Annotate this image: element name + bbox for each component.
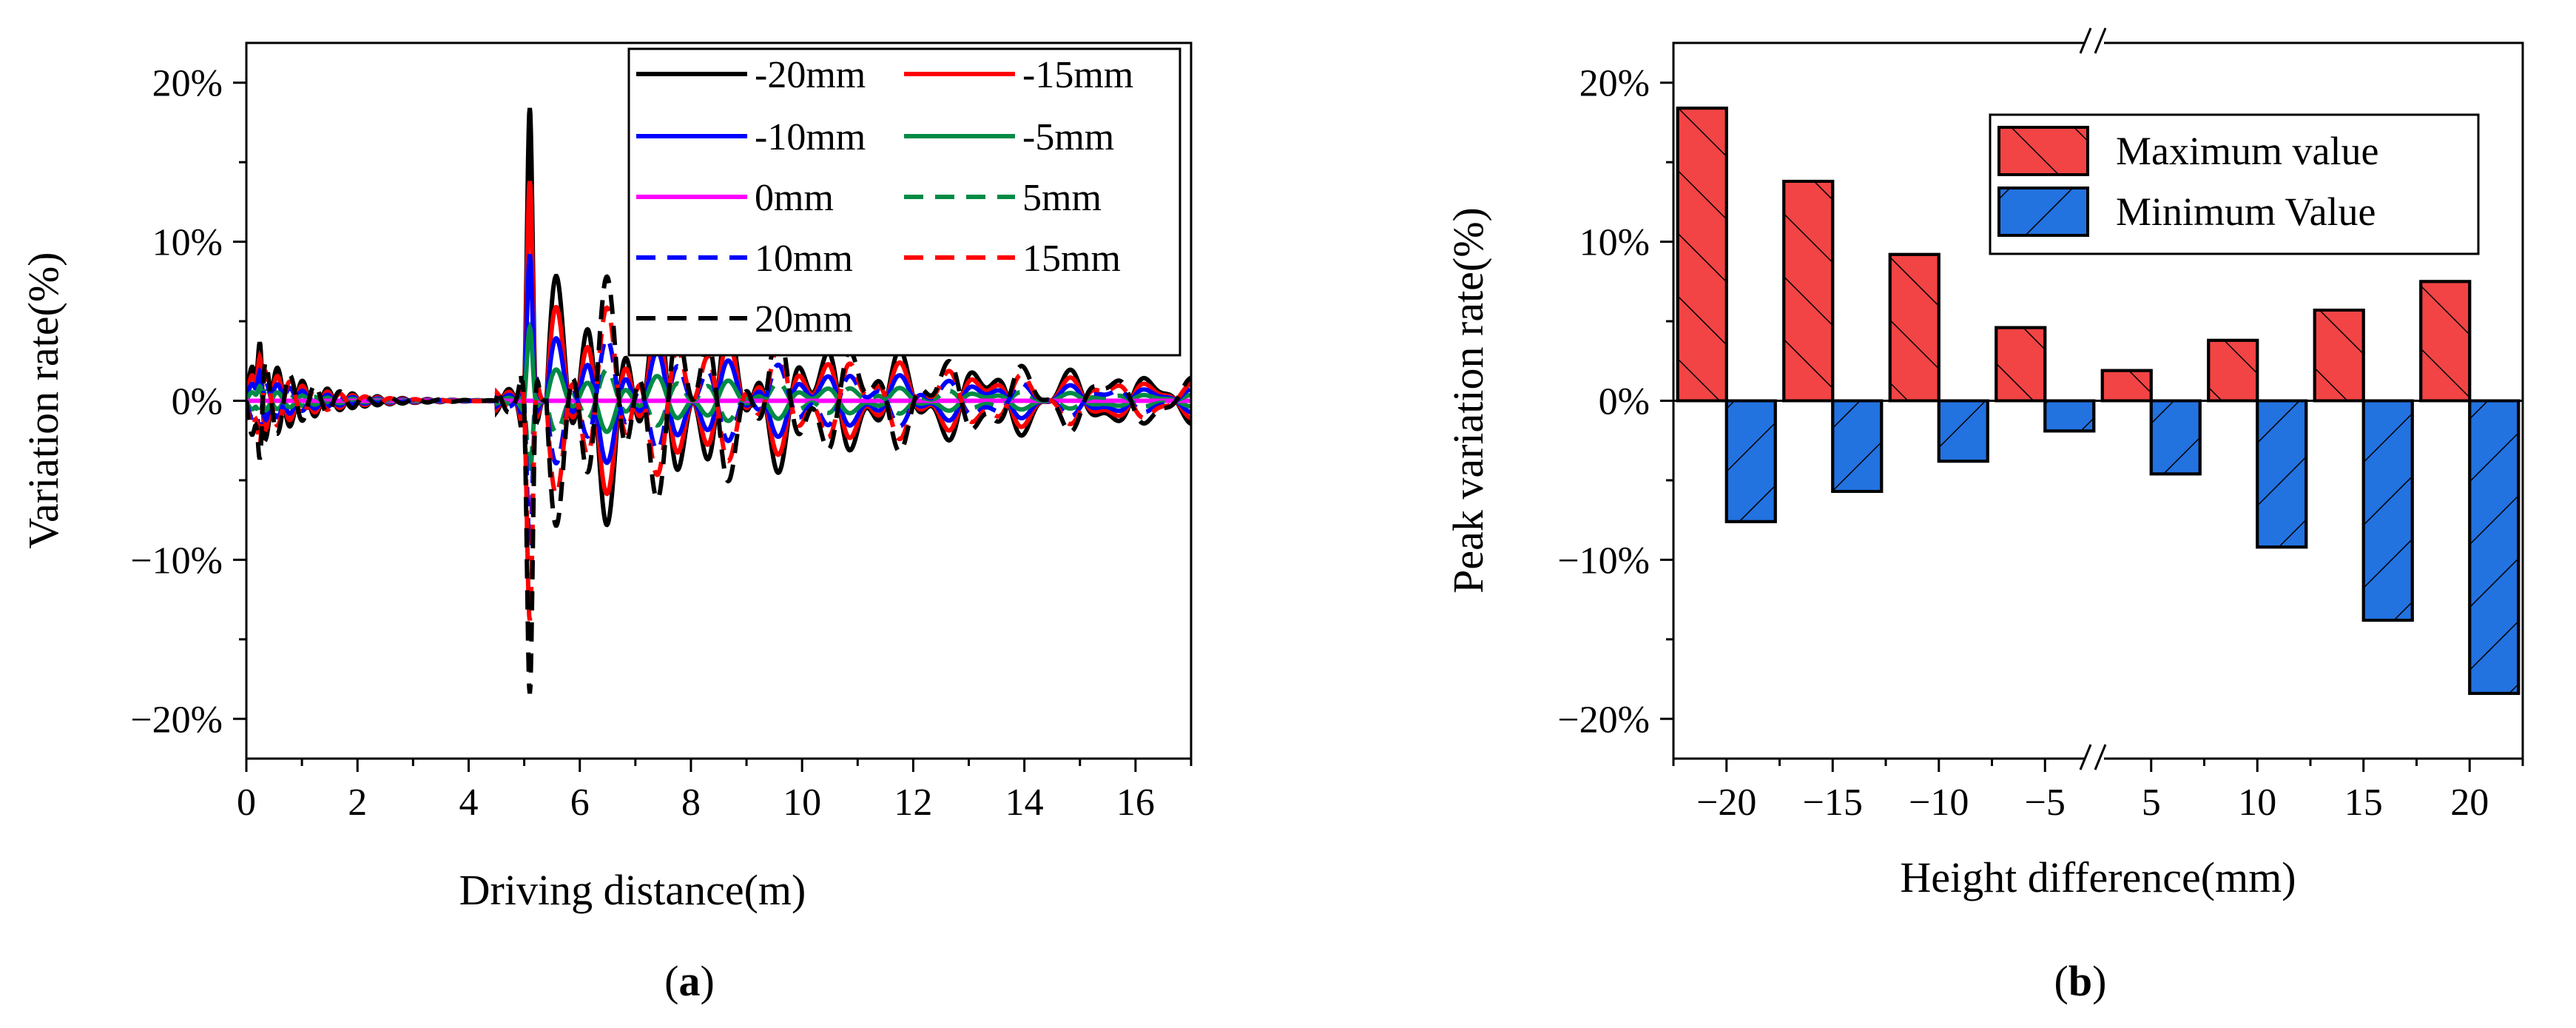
panel-b-bar-hatch [2313, 309, 2365, 403]
panel-b-xtick-label: −20 [1696, 782, 1756, 824]
panel-a-xtick-label: 16 [1116, 782, 1155, 824]
panel-b-legend-label: Minimum Value [2116, 189, 2376, 234]
panel-b-xlabel: Height difference(mm) [1900, 853, 2296, 901]
panel-b-bar-hatch [1676, 107, 1728, 403]
panel-b-ytick-label: 20% [1579, 63, 1650, 105]
panel-b-bar-hatch [2207, 338, 2259, 403]
panel-a-legend-label: -20mm [755, 54, 866, 96]
panel-b-bar-hatch [2361, 399, 2414, 622]
panel-a-legend-label: 10mm [755, 238, 853, 280]
panel-a-ylabel: Variation rate(%) [19, 252, 67, 549]
panel-b-bar-hatch [1831, 399, 1884, 493]
panel-b-bar-hatch [2468, 399, 2521, 695]
panel-b-xtick-label: −10 [1909, 782, 1969, 824]
panel-a-xtick-label: 8 [681, 782, 701, 824]
panel-a-xtick-label: 6 [570, 782, 590, 824]
panel-a-ytick-label: −10% [130, 540, 223, 582]
panel-b-bar-hatch [2043, 399, 2096, 433]
panel-a-caption: (a) [664, 957, 715, 1005]
panel-b-bar-hatch [2256, 399, 2308, 549]
panel-b: 20% 10% 0% −10% −20% −20 −15 −10 −5 5 10 15 20 Maxim… [1444, 27, 2524, 1005]
panel-b-xtick-label: 5 [2142, 782, 2161, 824]
panel-b-ytick-label: 0% [1599, 381, 1650, 423]
panel-b-bar-hatch [1782, 179, 1835, 403]
panel-b-bar-hatch [1724, 399, 1777, 523]
panel-b-ytick-label: −20% [1557, 699, 1650, 741]
panel-a-legend: -20mm -15mm -10mm -5mm 0mm 5mm 10mm 15mm 20mm [627, 47, 1181, 357]
panel-a-ticks: 0 2 4 6 8 10 12 14 16 20% 10% 0% −10% −20% [130, 63, 1193, 824]
panel-a-ytick-label: 0% [172, 381, 223, 423]
panel-a-ytick-label: −20% [130, 699, 223, 741]
panel-a-legend-label: 15mm [1022, 238, 1121, 280]
panel-b-legend-swatch-hatch [1997, 187, 2089, 237]
panel-a-series [246, 107, 1191, 694]
panel-b-xtick-label: −15 [1803, 782, 1863, 824]
panel-b-caption: (b) [2054, 957, 2107, 1005]
axis-break-bottom [2079, 744, 2107, 770]
panel-a: 0 2 4 6 8 10 12 14 16 20% 10% 0% −10% −20% -20mm -15mm… [19, 41, 1193, 1005]
panel-a-legend-label: -5mm [1022, 116, 1114, 158]
axis-break-top [2079, 27, 2107, 54]
panel-b-ytick-label: −10% [1557, 540, 1650, 582]
panel-b-bar-hatch [1995, 326, 2047, 403]
panel-b-bar-hatch [1888, 252, 1941, 403]
panel-a-xtick-label: 2 [348, 782, 367, 824]
panel-a-xtick-label: 10 [783, 782, 821, 824]
panel-b-bar-hatch [2100, 369, 2153, 403]
panel-b-legend: Maximum value Minimum Value [1989, 113, 2480, 255]
panel-a-legend-label: 20mm [755, 298, 853, 340]
panel-b-ytick-label: 10% [1579, 222, 1650, 264]
panel-b-xtick-label: −5 [2025, 782, 2066, 824]
panel-b-xtick-label: 15 [2344, 782, 2383, 824]
panel-a-legend-label: -10mm [755, 116, 866, 158]
panel-b-xtick-label: 20 [2450, 782, 2489, 824]
panel-a-xlabel: Driving distance(m) [459, 866, 806, 914]
panel-b-ylabel: Peak variation rate(%) [1444, 207, 1492, 594]
panel-b-bar-hatch [2149, 399, 2202, 476]
panel-a-ytick-label: 10% [152, 222, 223, 264]
panel-a-legend-box [627, 47, 1181, 357]
panel-a-frame [245, 41, 1193, 760]
panel-b-caption-letter: b [2068, 957, 2092, 1005]
panel-b-bar-hatch [2419, 280, 2472, 403]
panel-a-xtick-label: 0 [237, 782, 256, 824]
panel-a-ytick-label: 20% [152, 63, 223, 105]
panel-a-legend-label: -15mm [1022, 54, 1133, 96]
panel-b-xtick-label: 10 [2238, 782, 2276, 824]
panel-b-bar-hatch [1937, 399, 1989, 463]
panel-a-xtick-label: 14 [1005, 782, 1044, 824]
panel-b-legend-label: Maximum value [2116, 129, 2378, 173]
panel-b-ticks: 20% 10% 0% −10% −20% −20 −15 −10 −5 5 10 15 20 [1557, 63, 2524, 824]
panel-a-xtick-label: 4 [459, 782, 478, 824]
panel-a-legend-label: 5mm [1022, 177, 1102, 219]
panel-a-caption-letter: a [679, 957, 701, 1005]
panel-a-xtick-label: 12 [894, 782, 932, 824]
panel-a-legend-label: 0mm [755, 177, 834, 219]
panel-b-legend-swatch-hatch [1997, 126, 2089, 176]
panel-a-series-line [246, 274, 1191, 694]
